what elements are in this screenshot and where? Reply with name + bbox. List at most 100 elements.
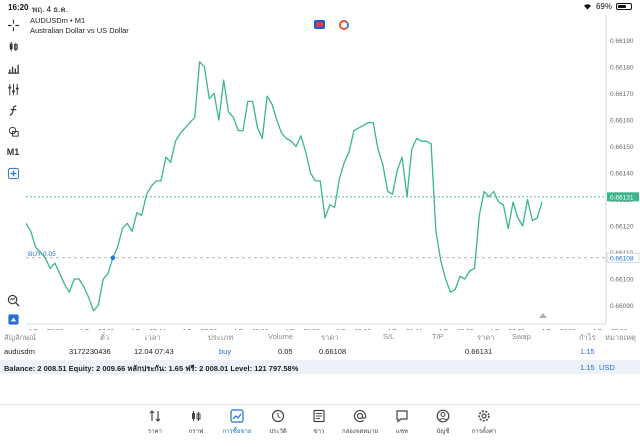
entry-price-box	[606, 252, 640, 263]
chart-canvas[interactable]: 0.66190 0.66180 0.66170 0.66160 0.66150 0.661…	[26, 14, 640, 330]
price-tick-label: 0.66160	[610, 117, 634, 124]
row-current-price: 0.66131	[465, 347, 493, 356]
price-tick-label: 0.66120	[610, 223, 634, 230]
row-ticket: 3172230436	[69, 347, 111, 356]
account-switch-icon[interactable]	[6, 312, 20, 326]
timeframe-button[interactable]: M1	[6, 147, 20, 157]
nav-quotes-label: ราคา	[148, 429, 162, 435]
chat-icon	[396, 410, 408, 423]
row-type: buy	[219, 347, 232, 356]
price-tick-label: 0.66170	[610, 91, 634, 98]
table-row[interactable]: audusdm 3172230436 12.04 07:43 buy 0.05 …	[0, 345, 640, 359]
header-profit: กำไร	[579, 333, 596, 342]
time-tick-label: 4 Dec 08:44	[387, 329, 422, 331]
price-chart[interactable]: AUDUSDm • M1 Australian Dollar vs US Dol…	[26, 14, 640, 330]
total-profit: 1.15	[580, 363, 595, 372]
flag-icon[interactable]	[314, 20, 325, 29]
status-right: 69%	[583, 2, 632, 11]
header-type: ประเภท	[208, 333, 234, 342]
header-time: เวลา	[145, 333, 161, 342]
battery-icon	[616, 3, 632, 10]
chart-icon	[192, 411, 201, 421]
nav-history-label: ประวัติ	[269, 429, 287, 435]
news-icon	[313, 409, 325, 423]
nav-chart-label: กราฟ	[188, 429, 204, 435]
history-icon	[271, 409, 285, 423]
wifi-icon	[583, 4, 591, 10]
account-icon	[436, 409, 450, 423]
status-date: พฤ. 4 ธ.ค.	[32, 5, 68, 14]
header-ticket: ตั๋ว	[100, 333, 110, 342]
header-tp: T/P	[432, 332, 444, 341]
chart-type-icon[interactable]	[6, 61, 20, 75]
time-tick-label: 4 Dec 07:56	[182, 329, 217, 331]
time-tick-label: 4 Dec 07:20	[28, 329, 63, 331]
current-price-label: 0.66131	[610, 194, 634, 201]
header-comment: หมายเหตุ	[605, 333, 636, 342]
candlestick-icon[interactable]	[6, 39, 20, 53]
nav-chat[interactable]: แชท	[382, 409, 422, 436]
row-time: 12.04 07:43	[134, 347, 174, 356]
balance-bar: Balance: 2 008.51 Equity: 2 009.66 หลักป…	[0, 360, 640, 374]
new-order-icon[interactable]	[6, 166, 20, 180]
header-sl: S/L	[383, 332, 395, 341]
time-tick-label: 4 Dec 09:32	[592, 329, 627, 331]
symbol-description: Australian Dollar vs US Dollar	[30, 26, 129, 35]
nav-trade-label: การซื้อขาย	[222, 429, 252, 435]
indicators-icon[interactable]	[6, 82, 20, 96]
time-tick-label: 4 Dec 08:32	[336, 329, 371, 331]
header-symbol: สัญลักษณ์	[4, 333, 37, 342]
time-tick-label: 4 Dec 09:20	[541, 329, 576, 331]
objects-icon[interactable]	[6, 124, 20, 138]
row-profit: 1.15	[580, 347, 595, 356]
price-tick-label: 0.66090	[610, 303, 634, 310]
battery-percent: 69%	[595, 2, 612, 11]
nav-quotes[interactable]: ราคา	[135, 409, 175, 436]
header-current-price: ราคา	[477, 333, 495, 342]
chart-toolbar: M1	[0, 14, 26, 325]
nav-settings[interactable]: การตั้งค่า	[464, 409, 504, 436]
signal-icon[interactable]	[339, 20, 349, 30]
nav-settings-label: การตั้งค่า	[471, 429, 497, 435]
nav-account-label: บัญชี	[436, 429, 450, 435]
nav-trade[interactable]: การซื้อขาย	[217, 409, 257, 436]
nav-mailbox-label: กล่องจดหมาย	[341, 429, 379, 435]
balance-summary: Balance: 2 008.51 Equity: 2 009.66 หลักป…	[4, 364, 299, 373]
price-tick-label: 0.66150	[610, 144, 634, 151]
bottom-navigation: ราคา กราฟ การซื้อขาย ประวัติ ข่าว กล่องจ…	[0, 404, 640, 447]
header-price: ราคา	[321, 333, 339, 342]
nav-mailbox[interactable]: กล่องจดหมาย	[340, 409, 380, 436]
row-symbol: audusdm	[4, 347, 35, 356]
time-tick-label: 4 Dec 07:32	[79, 329, 114, 331]
symbol-label: AUDUSDm • M1	[30, 16, 86, 25]
row-price: 0.66108	[319, 347, 347, 356]
price-series-line	[26, 61, 543, 312]
quotes-icon	[149, 410, 161, 422]
function-icon[interactable]	[6, 103, 20, 117]
status-bar: 16:20 พฤ. 4 ธ.ค. 69%	[0, 0, 640, 14]
nav-history[interactable]: ประวัติ	[258, 409, 298, 436]
settings-icon	[478, 410, 490, 422]
zoom-icon[interactable]	[6, 293, 20, 307]
entry-marker	[110, 255, 116, 260]
price-tick-label: 0.66100	[610, 276, 634, 283]
chart-shift-marker	[539, 313, 547, 318]
time-tick-label: 4 Dec 08:56	[438, 329, 473, 331]
nav-news[interactable]: ข่าว	[299, 409, 339, 436]
time-tick-label: 4 Dec 08:08	[233, 329, 268, 331]
row-volume: 0.05	[278, 347, 293, 356]
status-time: 16:20	[8, 3, 29, 12]
price-tick-label: 0.66140	[610, 170, 634, 177]
nav-chat-label: แชท	[396, 429, 408, 435]
mailbox-icon	[353, 410, 367, 423]
time-tick-label: 4 Dec 09:08	[490, 329, 525, 331]
nav-chart[interactable]: กราฟ	[176, 409, 216, 436]
time-tick-label: 4 Dec 08:20	[285, 329, 320, 331]
header-swap: Swap	[512, 332, 531, 341]
header-volume: Volume	[268, 332, 294, 341]
positions-table-header: สัญลักษณ์ ตั๋ว เวลา ประเภท Volume ราคา S…	[0, 330, 640, 344]
crosshair-icon[interactable]	[6, 18, 20, 32]
trade-icon	[230, 409, 244, 423]
chart-badges	[314, 20, 349, 30]
nav-account[interactable]: บัญชี	[423, 409, 463, 436]
